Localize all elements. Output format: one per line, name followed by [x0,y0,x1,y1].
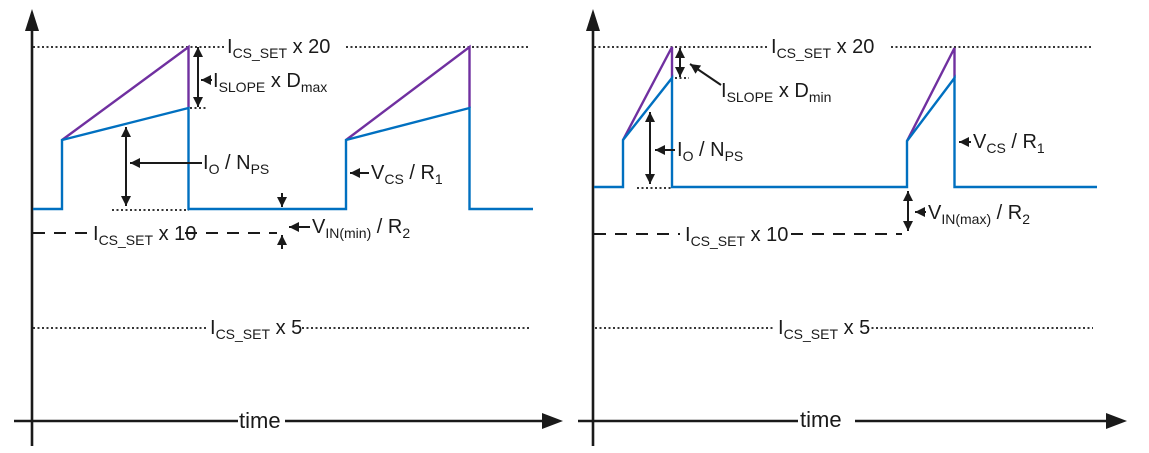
label-text: V [928,202,942,224]
left-waveform-panel: ICS_SET x 20 ISLOPE x Dmax IO / NPS VCS … [14,9,563,446]
y-axis-arrow [586,9,600,31]
label-subscript: CS_SET [232,45,288,61]
label-subscript: CS_SET [215,326,271,342]
label-subscript: 2 [1022,211,1031,227]
slope-comp-trace [621,46,956,142]
time-axis-label: time [800,407,842,433]
label-text: time [800,407,842,432]
label-text: x 5 [838,317,871,339]
label-subscript: max [300,79,328,95]
label-subscript: O [682,148,694,164]
label-subscript: SLOPE [726,89,774,105]
y-axis-arrow [25,9,39,31]
right-waveform-panel: ICS_SET x 20 ISLOPE x Dmin IO / NPS VCS … [575,0,1149,453]
label-text: I [721,80,727,102]
label-text: I [227,36,233,58]
label-subscript: PS [724,148,744,164]
label-text: I [771,36,777,58]
label-subscript: CS [986,140,1006,156]
label-subscript: 1 [434,171,443,187]
cs-current-trace [33,106,533,211]
slope-comp-trace [61,44,471,141]
label-io-nps: IO / NPS [677,137,743,169]
label-subscript: CS_SET [776,45,832,61]
label-ics-set-5: ICS_SET x 5 [210,315,302,347]
label-islope-dmax: ISLOPE x Dmax [213,68,327,100]
label-vin-max-r2: VIN(max) / R2 [928,200,1030,232]
label-subscript: CS_SET [783,326,839,342]
label-text: V [973,131,987,153]
label-text: x D [773,80,809,102]
label-text: I [93,223,99,245]
label-subscript: 2 [402,225,411,241]
label-text: x 20 [831,36,875,58]
time-axis-arrow [542,413,563,429]
label-text: I [210,317,216,339]
label-vcs-r1: VCS / R1 [371,160,443,192]
label-text: V [371,162,385,184]
label-ics-set-10: ICS_SET x 10 [685,222,788,254]
right-waveform-svg [578,9,1127,446]
label-text: / R [1005,131,1037,153]
label-io-nps: IO / NPS [203,150,269,182]
label-text: time [239,408,281,433]
cs-current-trace [594,74,1097,189]
label-subscript: CS_SET [98,232,154,248]
label-subscript: IN(min) [325,225,372,241]
label-vin-min-r2: VIN(min) / R2 [312,214,410,246]
label-subscript: SLOPE [218,79,266,95]
label-subscript: CS [384,171,404,187]
label-text: V [312,216,326,238]
label-text: x D [265,70,301,92]
label-subscript: IN(max) [941,211,992,227]
label-subscript: 1 [1036,140,1045,156]
label-text: x 10 [153,223,197,245]
time-axis-label: time [239,408,281,434]
label-islope-dmin: ISLOPE x Dmin [721,78,831,110]
label-ics-set-20: ICS_SET x 20 [771,34,874,66]
label-text: / N [693,139,725,161]
label-subscript: CS_SET [690,233,746,249]
label-subscript: min [808,89,832,105]
left-waveform-svg [14,9,563,446]
label-subscript: PS [250,161,270,177]
label-text: I [778,317,784,339]
label-text: / R [371,216,403,238]
label-text: I [685,224,691,246]
label-text: I [203,152,209,174]
label-text: I [213,70,219,92]
label-text: I [677,139,683,161]
label-ics-set-20: ICS_SET x 20 [227,34,330,66]
label-ics-set-5: ICS_SET x 5 [778,315,870,347]
label-text: x 20 [287,36,331,58]
label-subscript: O [208,161,220,177]
label-text: x 10 [745,224,789,246]
label-vcs-r1: VCS / R1 [973,129,1045,161]
label-text: / N [219,152,251,174]
islope-label-arrow [689,63,722,86]
label-ics-set-10: ICS_SET x 10 [93,221,196,253]
label-text: x 5 [270,317,303,339]
label-text: / R [403,162,435,184]
time-axis-arrow [1106,413,1127,429]
label-text: / R [991,202,1023,224]
